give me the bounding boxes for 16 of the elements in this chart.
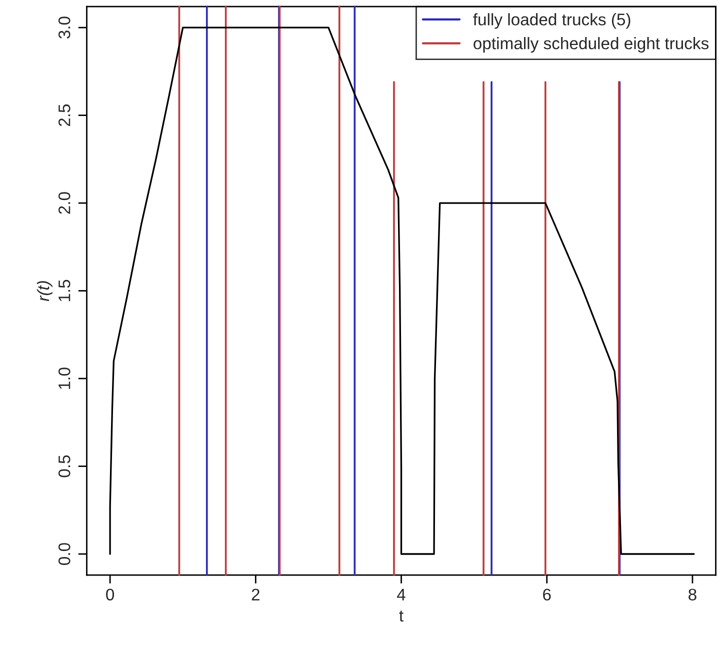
x-tick-label: 6 <box>543 588 551 600</box>
legend-label: fully loaded trucks (5) <box>473 13 630 29</box>
y-tick-label: 0.5 <box>58 455 70 478</box>
x-tick-label: 4 <box>397 588 406 600</box>
y-tick-label: 1.0 <box>58 368 70 389</box>
x-tick-label: 0 <box>106 588 114 600</box>
x-axis-title: t <box>399 610 404 622</box>
x-tick-label: 8 <box>688 588 696 600</box>
y-tick-label: 0.0 <box>58 543 70 565</box>
y-axis-title: r(t) <box>36 281 52 302</box>
legend-label: optimally scheduled eight trucks <box>474 37 709 53</box>
y-tick-label: 2.5 <box>58 104 70 126</box>
y-tick-label: 1.5 <box>58 280 70 302</box>
y-tick-label: 3.0 <box>58 16 70 39</box>
y-tick-label: 2.0 <box>58 192 70 214</box>
x-tick-label: 2 <box>252 588 260 600</box>
